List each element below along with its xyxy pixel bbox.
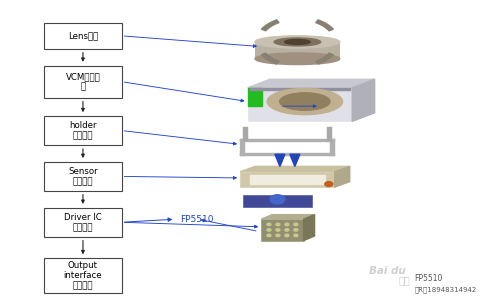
- Text: Sensor
感光芯片: Sensor 感光芯片: [68, 167, 98, 186]
- Circle shape: [285, 223, 289, 226]
- Circle shape: [285, 234, 289, 237]
- Wedge shape: [262, 20, 279, 31]
- Bar: [240, 139, 245, 156]
- FancyBboxPatch shape: [44, 23, 122, 49]
- Circle shape: [325, 182, 333, 187]
- Ellipse shape: [255, 53, 340, 64]
- Circle shape: [294, 223, 298, 226]
- Wedge shape: [316, 20, 334, 31]
- Circle shape: [276, 223, 280, 226]
- Bar: [240, 139, 335, 142]
- Circle shape: [294, 234, 298, 237]
- Bar: [250, 175, 325, 184]
- Circle shape: [285, 229, 289, 231]
- Polygon shape: [248, 79, 374, 88]
- Bar: [248, 88, 262, 106]
- Text: Driver IC
驱动芯片: Driver IC 驱动芯片: [64, 212, 102, 232]
- Wedge shape: [316, 53, 334, 64]
- FancyBboxPatch shape: [44, 66, 122, 98]
- Text: FP5510: FP5510: [180, 215, 214, 224]
- Wedge shape: [262, 53, 279, 64]
- Ellipse shape: [274, 38, 320, 46]
- Bar: [240, 172, 335, 187]
- Bar: [240, 153, 335, 156]
- Circle shape: [267, 229, 271, 231]
- Circle shape: [294, 229, 298, 231]
- FancyBboxPatch shape: [44, 162, 122, 191]
- Ellipse shape: [280, 93, 330, 110]
- Text: Bai du: Bai du: [368, 266, 406, 276]
- Ellipse shape: [255, 36, 340, 48]
- Text: Lens镜頭: Lens镜頭: [68, 31, 98, 40]
- FancyBboxPatch shape: [44, 258, 122, 293]
- Polygon shape: [290, 154, 300, 166]
- Circle shape: [270, 195, 285, 204]
- FancyBboxPatch shape: [44, 116, 122, 145]
- Text: holder
底座支架: holder 底座支架: [69, 121, 96, 140]
- Circle shape: [276, 234, 280, 237]
- Polygon shape: [304, 215, 314, 241]
- Bar: [328, 127, 332, 141]
- Polygon shape: [335, 166, 349, 187]
- Circle shape: [267, 234, 271, 237]
- Bar: [255, 42, 340, 59]
- Ellipse shape: [284, 40, 310, 45]
- Polygon shape: [275, 154, 285, 166]
- Text: Output
interface
输出接口: Output interface 输出接口: [64, 261, 102, 291]
- Bar: [330, 139, 335, 156]
- Bar: [250, 88, 350, 90]
- Ellipse shape: [267, 88, 342, 115]
- Polygon shape: [240, 166, 350, 172]
- Bar: [248, 88, 352, 121]
- Polygon shape: [352, 79, 374, 121]
- Text: 邦R：18948314942: 邦R：18948314942: [414, 286, 477, 293]
- Text: FP5510: FP5510: [414, 274, 443, 283]
- FancyBboxPatch shape: [44, 208, 122, 237]
- Text: VCM音圈马
达: VCM音圈马 达: [66, 72, 100, 91]
- Circle shape: [267, 223, 271, 226]
- Bar: [242, 195, 312, 207]
- Circle shape: [276, 229, 280, 231]
- Bar: [242, 127, 248, 141]
- Bar: [261, 219, 304, 241]
- Text: 经验: 经验: [398, 275, 410, 285]
- Polygon shape: [261, 215, 314, 219]
